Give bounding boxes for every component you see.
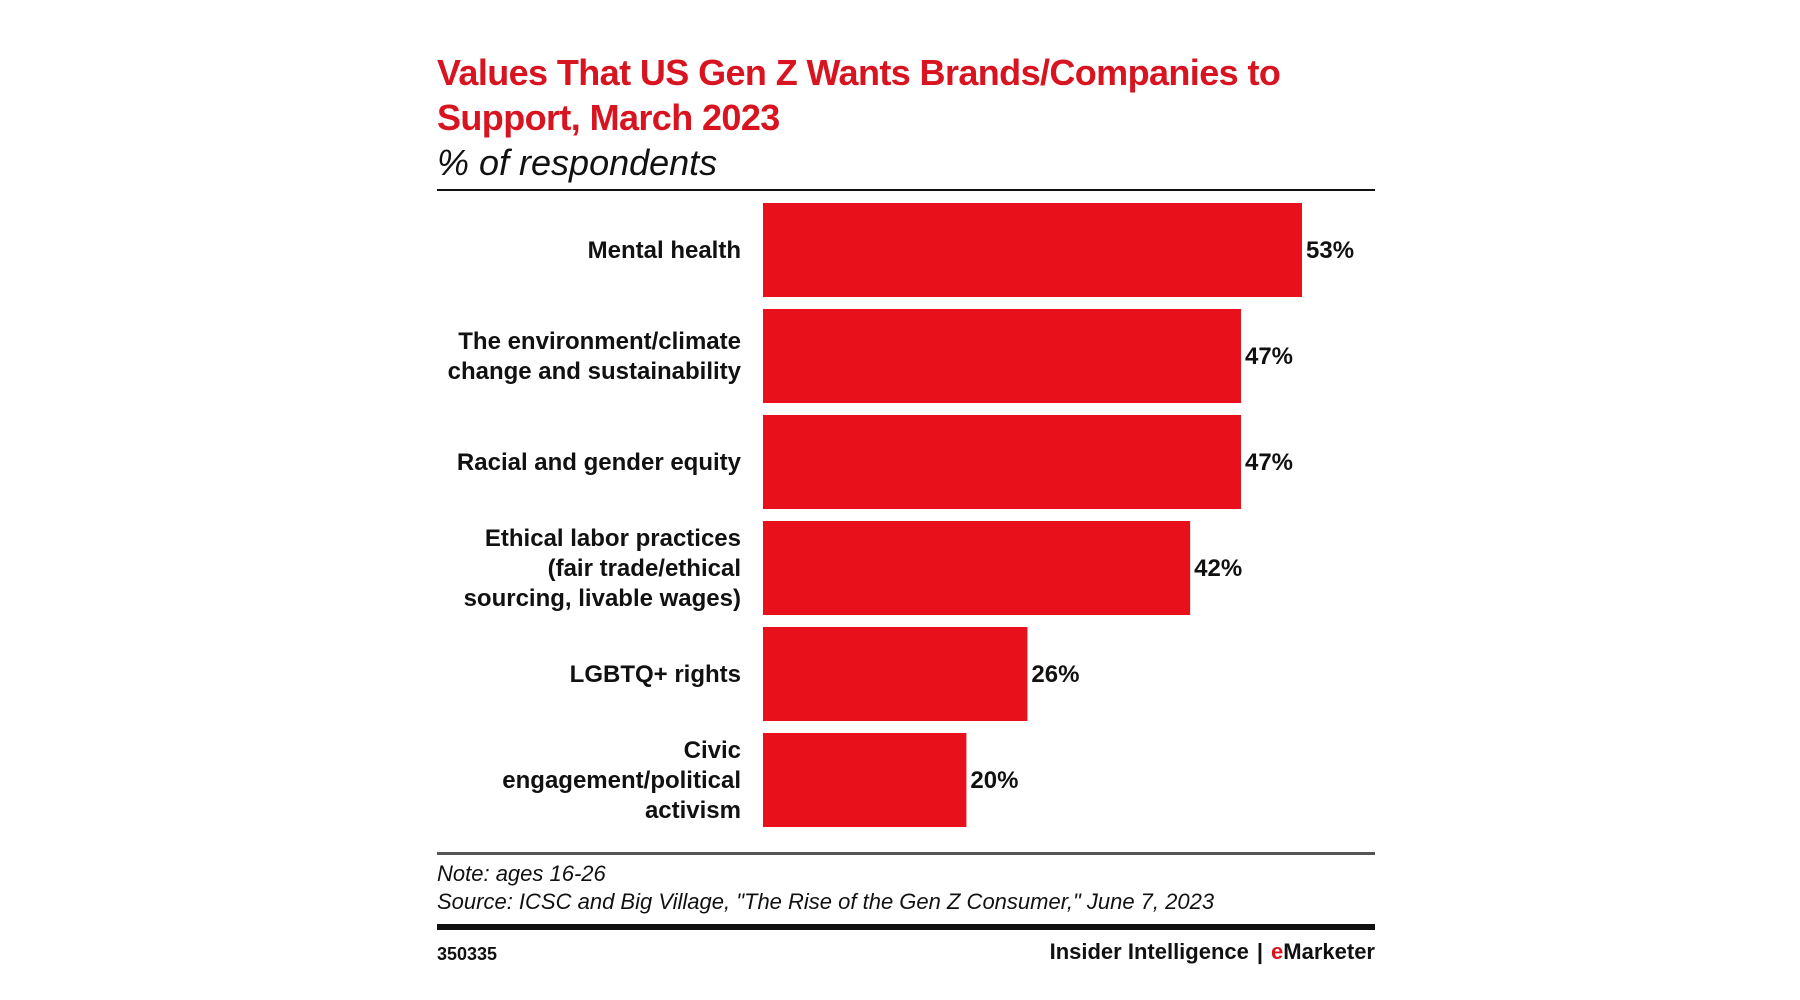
category-label-line: activism [645,797,741,824]
category-label-line: change and sustainability [448,358,742,385]
category-label-3: Ethical labor practices (fair trade/ethic… [464,525,741,612]
chart-id: 350335 [437,944,498,964]
bar-1 [763,309,1241,403]
category-label-line: Mental health [588,237,741,264]
bar-3 [763,521,1191,615]
chart-source: Source: ICSC and Big Village, "The Rise … [437,889,1215,914]
category-label-2: Racial and gender equity [457,449,742,476]
bottom-divider [437,924,1375,930]
category-label-0: Mental health [588,237,741,264]
brand-emarketer-e: e [1271,939,1284,964]
chart-note: Note: ages 16-26 [437,861,606,886]
value-label-5: 20% [970,767,1018,794]
category-label-line: Ethical labor practices [485,525,741,552]
bar-0 [763,203,1303,297]
category-label-line: Civic [684,737,741,764]
category-label-line: Racial and gender equity [457,449,742,476]
brand-emarketer-rest: Marketer [1283,939,1375,964]
category-label-1: The environment/climate change and sustai… [448,328,742,385]
bar-2 [763,415,1241,509]
top-divider [437,189,1375,191]
value-label-0: 53% [1306,237,1354,264]
category-label-4: LGBTQ+ rights [570,661,741,688]
value-label-3: 42% [1194,555,1242,582]
category-label-line: sourcing, livable wages) [464,585,741,612]
footer-divider [437,852,1375,855]
bar-chart: 53% Mental health 47% The environment/clima… [448,203,1354,827]
category-label-line: (fair trade/ethical [548,555,741,582]
value-label-1: 47% [1245,343,1293,370]
chart-subtitle: % of respondents [437,142,718,183]
value-label-4: 26% [1031,661,1079,688]
chart-title: Values That US Gen Z Wants Brands/Compan… [437,52,1281,138]
brand-credit: Insider Intelligence | eMarketer [1050,938,1375,966]
value-label-2: 47% [1245,449,1293,476]
bar-4 [763,627,1028,721]
category-label-line: The environment/climate [458,328,741,355]
category-label-5: Civic engagement/political activism [502,737,741,824]
category-label-line: engagement/political [502,767,741,794]
brand-separator: | [1256,939,1264,964]
category-label-line: LGBTQ+ rights [570,661,741,688]
bar-5 [763,733,967,827]
brand-insider-intelligence: Insider Intelligence [1049,939,1249,964]
